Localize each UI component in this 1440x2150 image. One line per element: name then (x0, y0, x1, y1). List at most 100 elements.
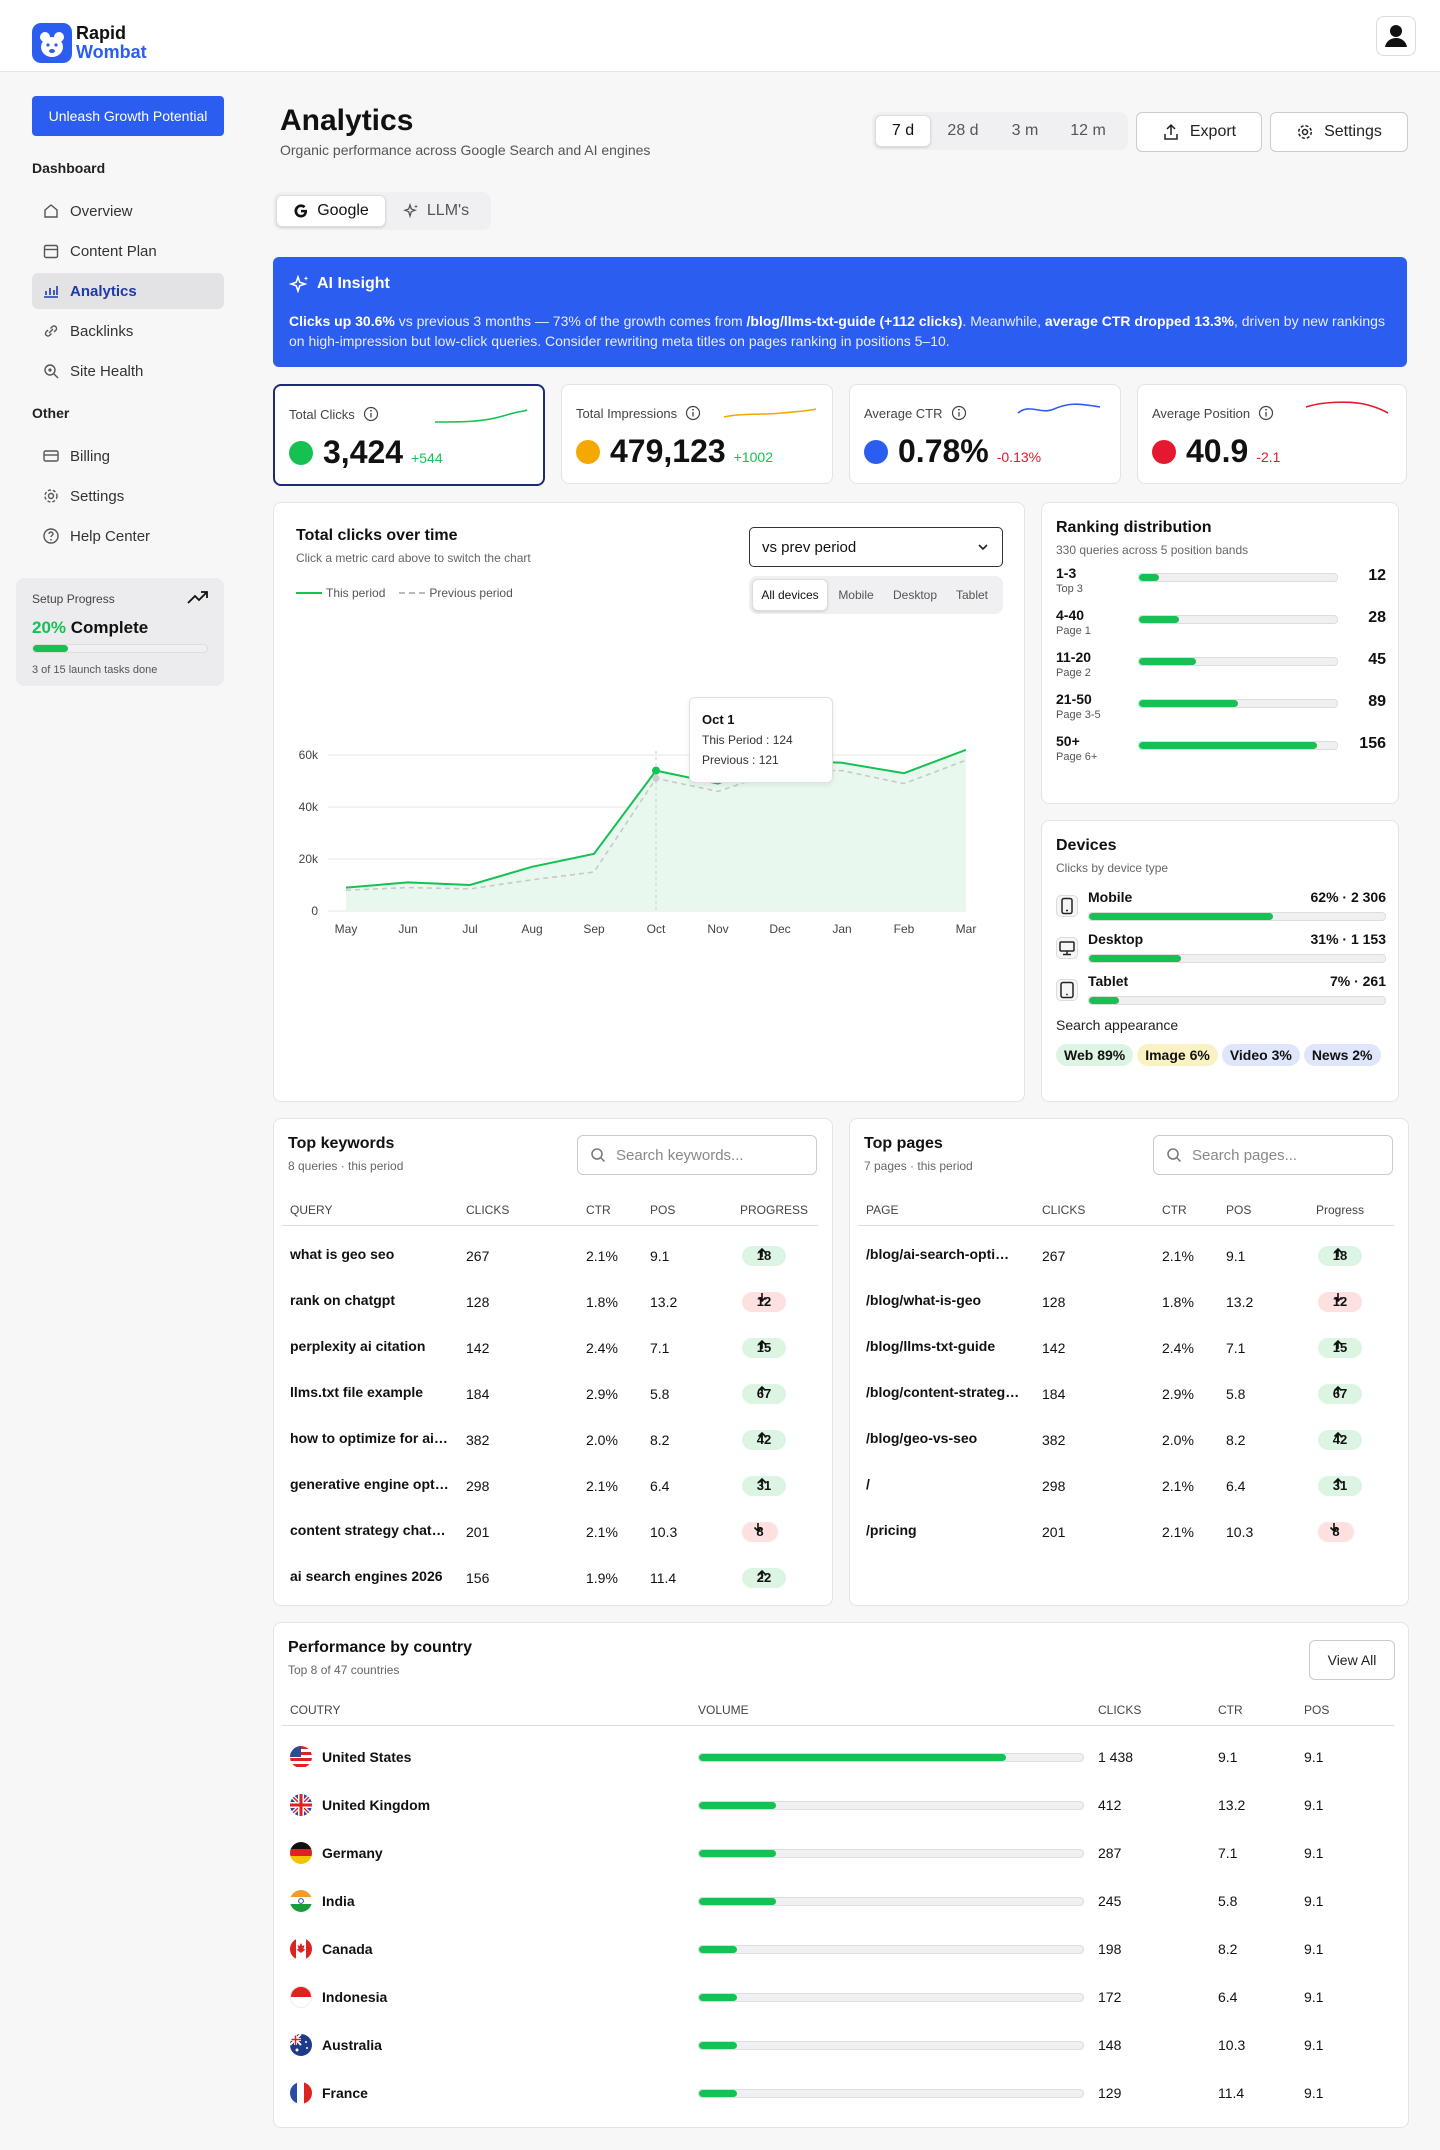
table-row[interactable]: llms.txt file example 184 2.9% 5.8 67 (282, 1371, 818, 1417)
column-header: CLICKS (1042, 1203, 1086, 1217)
export-button[interactable]: Export (1136, 112, 1262, 152)
keywords-search-input[interactable]: Search keywords... (577, 1135, 817, 1175)
table-row[interactable]: /blog/llms-txt-guide 142 2.4% 7.1 15 (858, 1325, 1394, 1371)
progress-badge: 15 (742, 1338, 786, 1358)
ranking-row[interactable]: 50+ Page 6+ 156 (1056, 733, 1386, 769)
appearance-tag[interactable]: Web 89% (1056, 1044, 1134, 1066)
sidebar-section-dashboard: Dashboard (32, 160, 106, 176)
us-flag-icon (290, 1746, 312, 1768)
row-ctr: 2.4% (586, 1340, 618, 1356)
row-pos: 9.1 (650, 1248, 670, 1264)
table-row[interactable]: rank on chatgpt 128 1.8% 13.2 12 (282, 1279, 818, 1325)
device-stat: 62% · 2 306 (1310, 889, 1387, 905)
search-gear-icon (44, 364, 59, 379)
country-performance-card: Performance by country Top 8 of 47 count… (273, 1622, 1409, 2128)
table-row[interactable]: /blog/geo-vs-seo 382 2.0% 8.2 42 (858, 1417, 1394, 1463)
clicks-area-chart[interactable]: 0 20k 40k 60k May Jun Jul Aug Sep Oct Nov Dec Jan Feb… (274, 503, 1026, 963)
sidebar-item-overview[interactable]: Overview (32, 193, 224, 229)
row-clicks: 298 (466, 1478, 490, 1494)
avatar[interactable] (1376, 16, 1416, 56)
device-row[interactable]: Tablet 7% · 261 (1056, 973, 1386, 1009)
ranking-row[interactable]: 11-20 Page 2 45 (1056, 649, 1386, 685)
unleash-growth-button[interactable]: Unleash Growth Potential (32, 96, 224, 136)
gear-icon (44, 489, 58, 503)
ranking-value: 45 (1368, 651, 1386, 668)
progress-badge: 12 (742, 1292, 786, 1312)
table-row[interactable]: content strategy chat… 201 2.1% 10.3 8 (282, 1509, 818, 1555)
settings-button[interactable]: Settings (1270, 112, 1408, 152)
table-row[interactable]: /blog/ai-search-opti… 267 2.1% 9.1 18 (858, 1233, 1394, 1279)
device-row[interactable]: Mobile 62% · 2 306 (1056, 889, 1386, 925)
ranking-row[interactable]: 4-40 Page 1 28 (1056, 607, 1386, 643)
tooltip-title: Oct 1 (702, 712, 735, 727)
table-row[interactable]: /blog/content-strateg… 184 2.9% 5.8 67 (858, 1371, 1394, 1417)
ranking-row[interactable]: 21-50 Page 3-5 89 (1056, 691, 1386, 727)
country-row[interactable]: United States 1 438 9.1 9.1 (282, 1733, 1394, 1781)
device-filter-mobile[interactable]: Mobile (838, 588, 874, 602)
progress-badge: 42 (742, 1430, 786, 1450)
wombat-logo-icon[interactable] (32, 23, 72, 63)
table-row[interactable]: perplexity ai citation 142 2.4% 7.1 15 (282, 1325, 818, 1371)
ranking-row[interactable]: 1-3 Top 3 12 (1056, 565, 1386, 601)
range-28d[interactable]: 28 d (947, 122, 979, 139)
ranking-bar (1138, 615, 1338, 624)
country-row[interactable]: France 129 11.4 9.1 (282, 2069, 1394, 2117)
country-clicks: 245 (1098, 1893, 1122, 1909)
range-12m[interactable]: 12 m (1070, 122, 1106, 139)
column-header: QUERY (290, 1203, 333, 1217)
appearance-tag[interactable]: News 2% (1303, 1044, 1381, 1066)
metric-card-average-position[interactable]: Average Position 40.9 -2.1 (1137, 384, 1407, 484)
pages-search-input[interactable]: Search pages... (1153, 1135, 1393, 1175)
progress-badge: 67 (742, 1384, 786, 1404)
country-row[interactable]: Indonesia 172 6.4 9.1 (282, 1973, 1394, 2021)
device-filter-all[interactable]: All devices (752, 579, 828, 611)
view-all-button[interactable]: View All (1309, 1640, 1395, 1680)
country-row[interactable]: United Kingdom 412 13.2 9.1 (282, 1781, 1394, 1829)
compare-select[interactable]: vs prev period (749, 527, 1003, 567)
range-7d[interactable]: 7 d (875, 115, 931, 147)
device-filter-tablet[interactable]: Tablet (955, 588, 989, 602)
column-header: CTR (1218, 1703, 1243, 1717)
appearance-tag[interactable]: Image 6% (1137, 1044, 1218, 1066)
country-ctr: 10.3 (1218, 2037, 1246, 2053)
sidebar-item-backlinks[interactable]: Backlinks (32, 313, 224, 349)
sidebar-item-help-center[interactable]: Help Center (32, 518, 224, 554)
sidebar-item-billing[interactable]: Billing (32, 438, 224, 474)
country-name: Germany (322, 1845, 383, 1861)
table-row[interactable]: / 298 2.1% 6.4 31 (858, 1463, 1394, 1509)
sidebar-item-analytics[interactable]: Analytics (32, 273, 224, 309)
insight-text-3: , driven by new rankings on high-impress… (289, 313, 1385, 349)
range-selector: 7 d 28 d 3 m 12 m (872, 112, 1128, 150)
country-row[interactable]: Canada 198 8.2 9.1 (282, 1925, 1394, 1973)
setup-progress-card[interactable]: Setup Progress 20% Complete 3 of 15 laun… (16, 578, 224, 686)
sidebar-item-content-plan[interactable]: Content Plan (32, 233, 224, 269)
search-appearance-title: Search appearance (1056, 1017, 1179, 1033)
range-3m[interactable]: 3 m (1011, 122, 1039, 139)
table-row[interactable]: what is geo seo 267 2.1% 9.1 18 (282, 1233, 818, 1279)
table-row[interactable]: generative engine opt… 298 2.1% 6.4 31 (282, 1463, 818, 1509)
device-filter-desktop[interactable]: Desktop (892, 588, 938, 602)
calendar-icon (43, 244, 59, 259)
appearance-tag[interactable]: Video 3% (1221, 1044, 1300, 1066)
sparkline (723, 408, 817, 418)
table-row[interactable]: how to optimize for ai… 382 2.0% 8.2 42 (282, 1417, 818, 1463)
table-row[interactable]: ai search engines 2026 156 1.9% 11.4 22 (282, 1555, 818, 1601)
source-llms[interactable]: LLM's (386, 195, 486, 227)
pages-subtitle: 7 pages · this period (864, 1159, 973, 1173)
pages-table: PAGE CLICKS CTR POS Progress/blog/ai-search-… (858, 1187, 1394, 1597)
country-ctr: 8.2 (1218, 1941, 1238, 1957)
country-row[interactable]: India 245 5.8 9.1 (282, 1877, 1394, 1925)
metric-card-total-clicks[interactable]: Total Clicks 3,424 +544 (273, 384, 545, 486)
metric-card-average-ctr[interactable]: Average CTR 0.78% -0.13% (849, 384, 1121, 484)
metric-card-total-impressions[interactable]: Total Impressions 479,123 +1002 (561, 384, 833, 484)
table-row[interactable]: /blog/what-is-geo 128 1.8% 13.2 12 (858, 1279, 1394, 1325)
country-row[interactable]: Germany 287 7.1 9.1 (282, 1829, 1394, 1877)
sidebar-item-site-health[interactable]: Site Health (32, 353, 224, 389)
progress-badge: 42 (1318, 1430, 1362, 1450)
country-row[interactable]: Australia 148 10.3 9.1 (282, 2021, 1394, 2069)
sidebar-item-settings[interactable]: Settings (32, 478, 224, 514)
source-google[interactable]: Google (276, 195, 386, 227)
arrow-up-icon (756, 1338, 768, 1350)
table-row[interactable]: /pricing 201 2.1% 10.3 8 (858, 1509, 1394, 1555)
device-row[interactable]: Desktop 31% · 1 153 (1056, 931, 1386, 967)
